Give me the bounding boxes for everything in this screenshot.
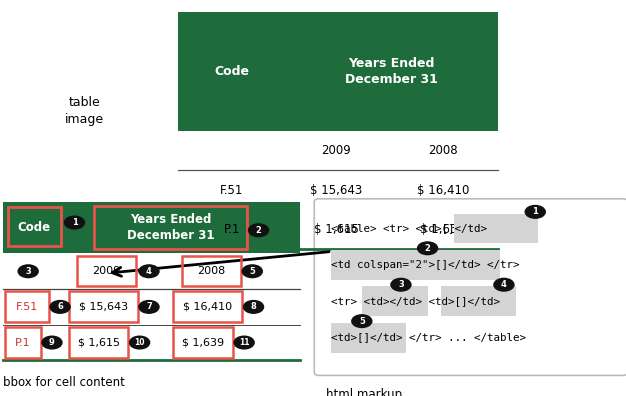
Text: 10: 10	[135, 338, 145, 347]
FancyBboxPatch shape	[441, 286, 516, 316]
Circle shape	[42, 336, 62, 349]
FancyBboxPatch shape	[314, 199, 626, 375]
Text: <td colspan="2">[]</td> </tr>: <td colspan="2">[]</td> </tr>	[331, 259, 519, 270]
Text: 5: 5	[249, 267, 255, 276]
Circle shape	[352, 315, 372, 327]
Text: Years Ended
December 31: Years Ended December 31	[345, 57, 438, 86]
Text: 7: 7	[146, 303, 152, 311]
Text: $ 15,643: $ 15,643	[79, 302, 128, 312]
Text: table
image: table image	[65, 96, 104, 126]
Text: 5: 5	[359, 317, 365, 326]
Circle shape	[525, 206, 545, 218]
Text: 2009: 2009	[93, 266, 121, 276]
Text: $ 1,639: $ 1,639	[182, 337, 224, 348]
Text: Code: Code	[214, 65, 249, 78]
Text: 4: 4	[501, 280, 507, 289]
Text: 4: 4	[146, 267, 152, 276]
Text: 2009: 2009	[322, 144, 351, 157]
Text: 2: 2	[255, 226, 262, 235]
Text: $ 1,615: $ 1,615	[314, 223, 359, 236]
FancyBboxPatch shape	[178, 12, 498, 131]
Text: Years Ended
December 31: Years Ended December 31	[127, 213, 214, 242]
Text: $ 1,639: $ 1,639	[421, 223, 465, 236]
Text: html markup: html markup	[326, 388, 402, 396]
Text: <tr> <td></td> <td>[]</td>: <tr> <td></td> <td>[]</td>	[331, 296, 500, 306]
FancyBboxPatch shape	[454, 213, 538, 244]
FancyBboxPatch shape	[362, 286, 428, 316]
Text: <table> <tr> <td>[]</td>: <table> <tr> <td>[]</td>	[331, 223, 486, 233]
Text: 6: 6	[57, 303, 63, 311]
Text: 2: 2	[424, 244, 431, 253]
Circle shape	[139, 301, 159, 313]
Text: P.1: P.1	[223, 223, 240, 236]
Text: $ 1,615: $ 1,615	[78, 337, 120, 348]
Circle shape	[244, 301, 264, 313]
Circle shape	[139, 265, 159, 278]
Text: 3: 3	[398, 280, 404, 289]
Text: F.51: F.51	[16, 302, 38, 312]
Circle shape	[391, 278, 411, 291]
Circle shape	[64, 216, 85, 229]
Text: Code: Code	[18, 221, 51, 234]
Text: 2008: 2008	[428, 144, 458, 157]
Circle shape	[18, 265, 38, 278]
Circle shape	[234, 336, 254, 349]
Text: P.1: P.1	[15, 337, 31, 348]
FancyBboxPatch shape	[3, 202, 300, 253]
Text: 1: 1	[532, 208, 538, 216]
Circle shape	[130, 336, 150, 349]
Text: $ 15,643: $ 15,643	[310, 184, 362, 196]
Text: <td>[]</td> </tr> ... </table>: <td>[]</td> </tr> ... </table>	[331, 332, 526, 343]
Circle shape	[494, 278, 514, 291]
Circle shape	[418, 242, 438, 255]
Text: 3: 3	[25, 267, 31, 276]
Text: 9: 9	[49, 338, 55, 347]
FancyBboxPatch shape	[331, 323, 406, 353]
FancyBboxPatch shape	[331, 250, 500, 280]
Text: 2008: 2008	[197, 266, 225, 276]
Text: bbox for cell content: bbox for cell content	[3, 376, 125, 389]
Text: $ 16,410: $ 16,410	[183, 302, 232, 312]
Text: $ 16,410: $ 16,410	[417, 184, 469, 196]
Text: 11: 11	[239, 338, 249, 347]
Text: 1: 1	[71, 218, 78, 227]
Text: F.51: F.51	[220, 184, 244, 196]
Circle shape	[50, 301, 70, 313]
Text: 8: 8	[250, 303, 257, 311]
Circle shape	[242, 265, 262, 278]
Circle shape	[249, 224, 269, 236]
